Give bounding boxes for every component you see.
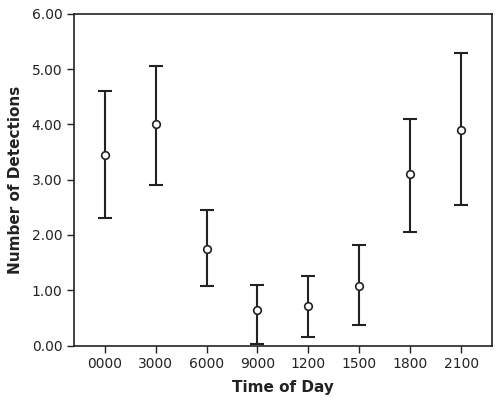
Point: [101, 152, 109, 158]
X-axis label: Time of Day: Time of Day: [232, 380, 334, 395]
Point: [254, 306, 262, 313]
Point: [457, 127, 465, 133]
Y-axis label: Number of Detections: Number of Detections: [8, 85, 24, 274]
Point: [356, 283, 364, 289]
Point: [406, 171, 414, 177]
Point: [304, 303, 312, 309]
Point: [202, 245, 210, 252]
Point: [152, 121, 160, 128]
